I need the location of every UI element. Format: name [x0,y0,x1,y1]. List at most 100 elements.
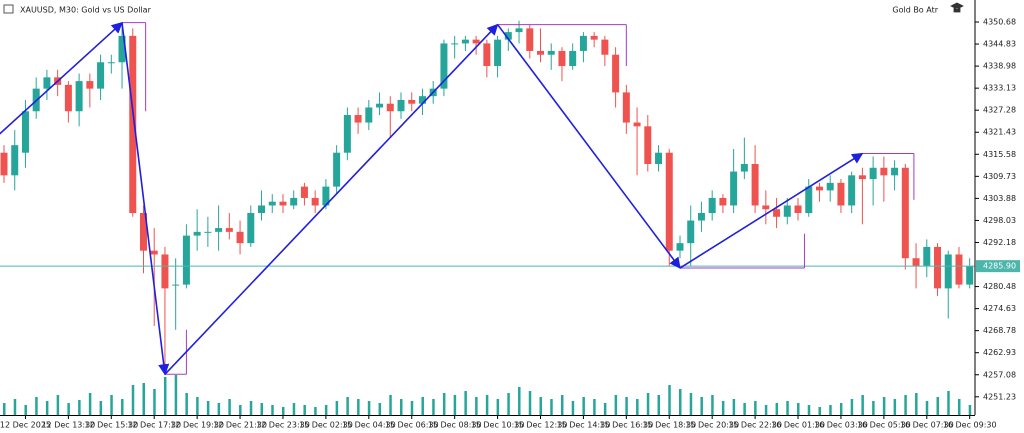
candle-body [783,205,791,217]
candle-body [418,96,426,104]
candle-body [858,175,866,180]
volume-bar [614,395,618,415]
zigzag-arrow [164,23,499,375]
volume-bar [239,405,242,415]
candle-body [966,266,974,285]
candle-body [826,182,834,191]
volume-bar [78,400,81,415]
candle-body [268,201,276,206]
candle-body [11,145,19,176]
volume-bar [378,403,382,415]
x-tick-label: 12 Dec 17:30 [127,421,181,430]
candle-body [622,92,630,123]
candle-body [107,62,115,64]
candle-body [934,246,942,289]
candle-body [21,111,29,153]
x-tick-label: 16 Dec 07:30 [900,421,954,430]
x-tick-label: 15 Dec 14:30 [557,421,611,430]
y-tick-label: 4292.18 [983,238,1016,247]
y-tick-label: 4321.43 [983,128,1016,137]
volume-bar [496,399,500,415]
candle-body [547,50,555,55]
candle-body [0,152,8,176]
volume-bar [163,377,167,415]
candle-body [461,39,469,44]
candle-body [408,99,416,104]
volume-bar [35,397,38,415]
y-tick-label: 4251.23 [983,392,1016,401]
volume-bar [882,397,886,415]
x-tick-label: 15 Dec 12:30 [514,421,568,430]
x-tick-label: 12 Dec 13:30 [41,421,95,430]
candle-body [558,50,566,67]
volume-bar [689,393,693,415]
candle-body [225,228,233,232]
candle-body [97,62,105,89]
candle-body [601,39,609,55]
candle-body [483,43,491,67]
candle-body [279,201,287,206]
candle-body [515,28,523,33]
volume-bar [829,405,832,415]
volume-bar [13,399,17,415]
volume-bar [260,403,264,415]
indicator-icon [950,2,964,13]
price-label-box [976,260,1020,273]
candle-body [773,209,781,217]
candle-body [697,213,705,221]
volume-bar [24,405,27,415]
candle-body [247,213,255,244]
volume-bar [646,393,650,415]
candle-body [901,167,909,259]
x-tick-label: 16 Dec 05:30 [857,421,911,430]
volume-bar [732,399,736,415]
volume-bar [700,397,703,415]
x-tick-label: 15 Dec 04:30 [342,421,396,430]
volume-bar [711,395,714,415]
candle-body [343,115,351,153]
volume-bar [56,395,60,415]
x-tick-label: 15 Dec 22:30 [728,421,782,430]
volume-bar [593,399,596,415]
candle-body [494,39,502,67]
x-tick-label: 15 Dec 20:30 [685,421,739,430]
candle-body [397,99,405,112]
volume-bar [957,399,961,415]
candle-body [655,152,663,165]
volume-bar [324,405,328,415]
volume-bar [786,401,789,415]
volume-bar [292,403,296,415]
volume-bar [764,405,768,415]
candle-body [365,107,373,123]
y-tick-label: 4338.98 [983,62,1016,71]
volume-bar [88,393,92,415]
candle-body [708,197,716,214]
x-tick-label: 12 Dec 23:30 [256,421,310,430]
volume-bar [872,401,875,415]
volume-bar [153,389,156,415]
volume-bar [528,391,532,415]
volume-bar [603,403,607,415]
volume-bar [582,397,585,415]
volume-bar [45,401,49,415]
volume-bar [389,395,392,415]
volume-bar [335,401,339,415]
volume-bar [550,399,553,415]
x-tick-label: 15 Dec 18:30 [642,421,696,430]
candle-body [526,28,534,51]
y-tick-label: 4262.93 [983,348,1016,357]
candle-body [730,171,738,206]
volume-bar [453,395,457,415]
volume-bar [410,401,414,415]
candle-body [633,122,641,127]
volume-bar [861,395,864,415]
volume-bar [571,401,575,415]
candle-body [537,50,544,55]
volume-bar [539,397,542,415]
candle-body [118,35,126,63]
candle-body [64,84,72,112]
y-tick-label: 4327.28 [983,106,1016,115]
volume-bar [636,399,639,415]
volume-bar [947,391,950,415]
volume-bar [110,395,113,415]
